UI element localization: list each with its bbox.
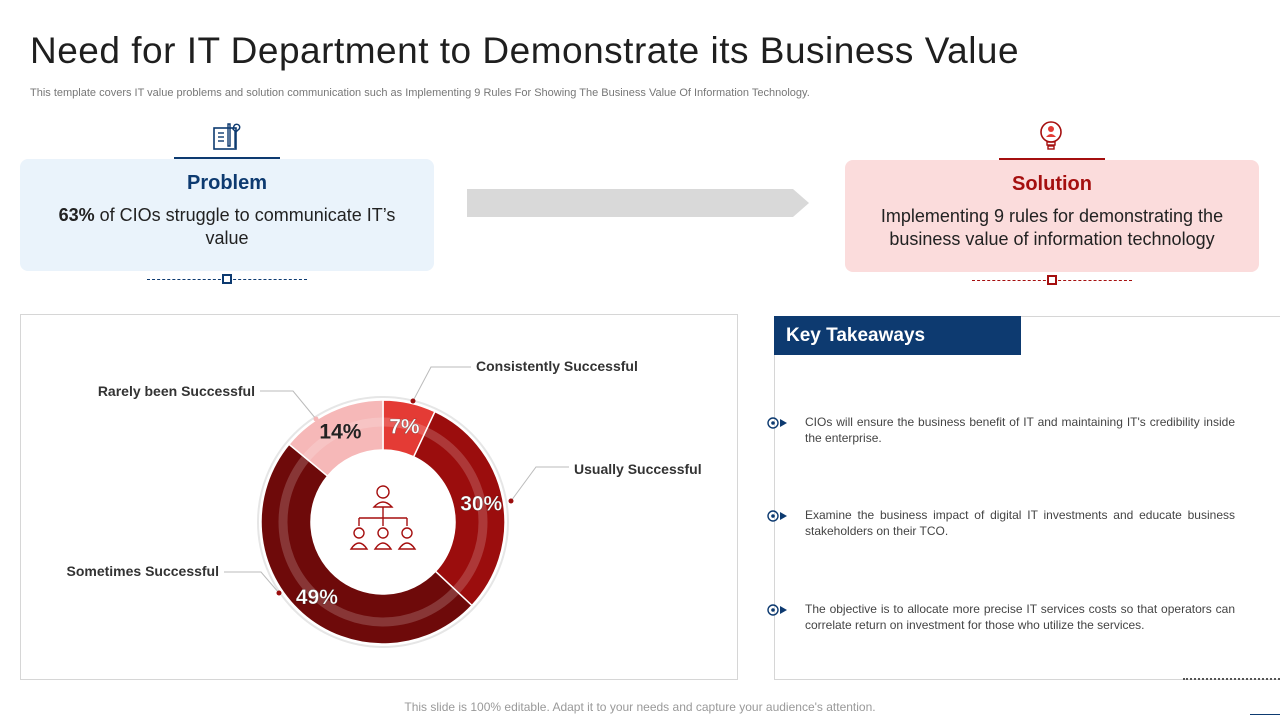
solution-heading: Solution (1012, 173, 1092, 195)
slice-value-label: 30% (460, 492, 502, 515)
problem-highlight: 63% (58, 205, 95, 225)
slice-value-label: 14% (319, 421, 361, 444)
donut-slice (260, 443, 473, 645)
target-arrow-icon (767, 417, 787, 429)
dotted-divider (1183, 678, 1280, 680)
key-takeaways-title: Key Takeaways (774, 316, 1021, 355)
donut-chart-panel: 7% 30% 49% 14% Consistently Successful Usuall… (20, 314, 738, 680)
footer-note: This slide is 100% editable. Adapt it to… (404, 700, 876, 714)
arrow-right-icon (467, 189, 809, 217)
solution-text: Implementing 9 rules for demonstrating t… (880, 206, 1224, 249)
target-arrow-icon (767, 510, 787, 522)
leader-line (260, 390, 317, 420)
donut-inner-ring (278, 417, 488, 627)
problem-text: 63% of CIOs struggle to communicate IT’s… (20, 204, 434, 250)
solution-card: Solution Implementing 9 rules for demons… (845, 160, 1259, 272)
leader-dot (410, 398, 416, 404)
corner-line (1250, 714, 1280, 715)
problem-text-rest: of CIOs struggle to communicate IT’s val… (94, 205, 396, 248)
category-label: Consistently Successful (476, 358, 638, 374)
category-label: Usually Successful (574, 461, 702, 477)
leader-line (412, 366, 471, 402)
donut-slice (287, 399, 384, 478)
donut-outer-ring (257, 396, 509, 648)
leader-line (510, 466, 569, 502)
tools-document-icon (213, 123, 241, 150)
problem-dash-square (222, 274, 232, 284)
problem-top-line (174, 157, 280, 159)
target-arrow-icon (767, 604, 787, 616)
solution-dash-square (1047, 275, 1057, 285)
takeaway-text: Examine the business impact of digital I… (805, 508, 1235, 538)
lightbulb-person-icon (1040, 121, 1062, 150)
problem-heading: Problem (186, 172, 268, 194)
slice-value-label: 7% (389, 415, 420, 438)
slide-subtitle: This template covers IT value problems a… (30, 87, 810, 99)
leader-dot (313, 416, 319, 422)
solution-top-line (999, 158, 1105, 160)
category-label: Sometimes Successful (66, 563, 219, 579)
leader-dot (508, 498, 514, 504)
org-chart-icon (349, 485, 417, 550)
takeaway-text: CIOs will ensure the business benefit of… (805, 415, 1235, 445)
leader-dot (276, 590, 282, 596)
takeaway-text: The objective is to allocate more precis… (805, 602, 1235, 632)
leader-line (224, 571, 280, 594)
slice-value-label: 49% (296, 586, 338, 609)
donut-slice (412, 410, 506, 607)
key-takeaways-panel (774, 316, 1280, 680)
slide-title: Need for IT Department to Demonstrate it… (30, 30, 1020, 71)
donut-chart: 7% 30% 49% 14% Consistently Successful Usuall… (66, 358, 702, 648)
problem-card: Problem 63% of CIOs struggle to communic… (20, 159, 434, 271)
category-label: Rarely been Successful (98, 383, 255, 399)
